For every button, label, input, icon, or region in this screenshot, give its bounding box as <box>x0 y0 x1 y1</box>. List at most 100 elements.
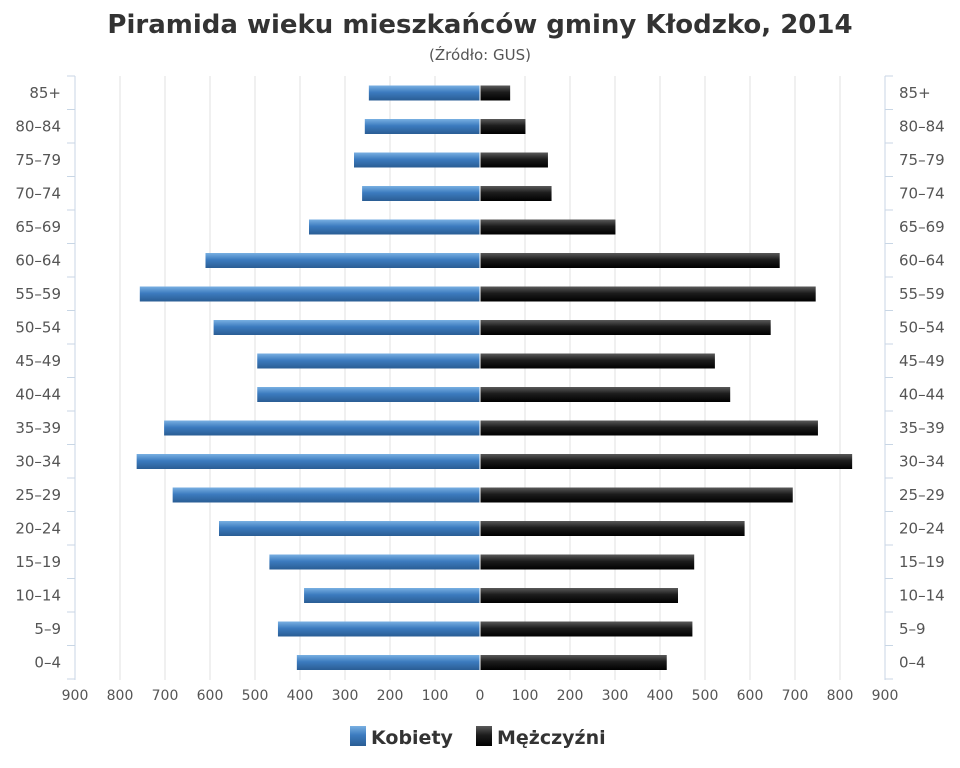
x-tick-label: 900 <box>62 688 89 704</box>
bar-women <box>136 454 480 469</box>
legend-swatch-men <box>476 726 492 746</box>
x-tick-label: 600 <box>737 688 764 704</box>
bar-men <box>480 554 695 570</box>
bar-men <box>480 521 745 536</box>
age-group-label-left: 55–59 <box>15 285 61 303</box>
bar-men <box>480 119 526 134</box>
x-axis-tick-labels: 900 800 700 600 500 400 300 200 100 0 100 200 300 400… <box>62 688 899 704</box>
legend[interactable]: Kobiety Mężczyźni <box>350 726 606 749</box>
bar-women <box>309 219 480 235</box>
age-group-label-left: 45–49 <box>15 352 61 370</box>
bar-men <box>480 621 693 637</box>
bar-women <box>296 655 480 670</box>
x-tick-label: 600 <box>197 688 224 704</box>
bar-men <box>480 387 731 402</box>
age-group-label-right: 25–29 <box>899 486 945 504</box>
bar-men <box>480 588 678 603</box>
bar-men <box>480 253 780 268</box>
age-group-label-left: 70–74 <box>15 185 61 203</box>
bar-men <box>480 152 548 168</box>
age-group-label-right: 5–9 <box>899 620 926 638</box>
age-group-label-left: 25–29 <box>15 486 61 504</box>
bar-women <box>172 487 480 503</box>
age-group-label-left: 15–19 <box>15 553 61 571</box>
x-tick-label: 300 <box>332 688 359 704</box>
bar-men <box>480 286 816 302</box>
age-group-label-right: 45–49 <box>899 352 945 370</box>
age-group-label-left: 20–24 <box>15 520 61 538</box>
bar-women <box>213 320 480 335</box>
bar-men <box>480 219 616 235</box>
age-group-label-right: 75–79 <box>899 151 945 169</box>
bar-women <box>205 253 480 268</box>
x-tick-label: 100 <box>422 688 449 704</box>
age-group-label-right: 0–4 <box>899 654 926 672</box>
bars <box>136 76 853 680</box>
age-group-label-left: 60–64 <box>15 252 61 270</box>
age-group-label-left: 40–44 <box>15 386 61 404</box>
age-group-label-right: 85+ <box>899 84 931 102</box>
age-group-label-right: 40–44 <box>899 386 945 404</box>
age-group-label-left: 85+ <box>29 84 61 102</box>
age-group-label-right: 55–59 <box>899 285 945 303</box>
age-group-label-right: 60–64 <box>899 252 945 270</box>
legend-label-women[interactable]: Kobiety <box>371 727 454 749</box>
x-tick-label: 200 <box>377 688 404 704</box>
bar-women <box>368 85 480 101</box>
bar-women <box>139 286 481 302</box>
bar-women <box>362 186 480 201</box>
x-tick-label: 900 <box>872 688 899 704</box>
age-group-label-right: 80–84 <box>899 118 945 136</box>
axes <box>67 75 893 680</box>
bar-men <box>480 186 552 201</box>
x-tick-label: 100 <box>512 688 539 704</box>
x-tick-label: 200 <box>557 688 584 704</box>
x-tick-label: 300 <box>602 688 629 704</box>
bar-women <box>364 119 480 134</box>
bar-women <box>257 387 480 402</box>
x-tick-label: 800 <box>827 688 854 704</box>
age-group-label-right: 15–19 <box>899 553 945 571</box>
x-tick-label: 800 <box>107 688 134 704</box>
bar-men <box>480 320 771 335</box>
age-group-label-left: 10–14 <box>15 587 61 605</box>
x-tick-label: 500 <box>692 688 719 704</box>
bar-men <box>480 420 818 436</box>
age-group-label-left: 0–4 <box>34 654 61 672</box>
category-labels: 85+ 85+ 80–84 80–84 75–79 75–79 70–74 70–74 65–6… <box>15 84 944 672</box>
chart-subtitle: (Źródło: GUS) <box>429 45 531 64</box>
age-group-label-left: 5–9 <box>34 620 61 638</box>
age-group-label-right: 20–24 <box>899 520 945 538</box>
age-group-label-left: 30–34 <box>15 453 61 471</box>
age-group-label-right: 70–74 <box>899 185 945 203</box>
chart-title: Piramida wieku mieszkańców gminy Kłodzko… <box>107 10 852 40</box>
age-group-label-left: 35–39 <box>15 419 61 437</box>
age-group-label-right: 50–54 <box>899 319 945 337</box>
age-group-label-left: 75–79 <box>15 151 61 169</box>
age-group-label-left: 65–69 <box>15 218 61 236</box>
gridlines <box>74 76 886 680</box>
age-group-label-right: 30–34 <box>899 453 945 471</box>
bar-women <box>277 621 480 637</box>
bar-men <box>480 487 793 503</box>
bar-women <box>304 588 480 603</box>
x-tick-label: 700 <box>782 688 809 704</box>
bar-women <box>219 521 480 536</box>
x-tick-label: 0 <box>476 688 485 704</box>
bar-women <box>269 554 480 570</box>
bar-men <box>480 353 715 369</box>
age-group-label-right: 65–69 <box>899 218 945 236</box>
legend-label-men[interactable]: Mężczyźni <box>497 727 606 749</box>
age-group-label-right: 35–39 <box>899 419 945 437</box>
bar-men <box>480 454 853 469</box>
x-tick-label: 400 <box>287 688 314 704</box>
age-group-label-left: 50–54 <box>15 319 61 337</box>
bar-men <box>480 85 511 101</box>
age-group-label-right: 10–14 <box>899 587 945 605</box>
bar-women <box>354 152 480 168</box>
bar-men <box>480 655 667 670</box>
bar-women <box>164 420 480 436</box>
bar-women <box>257 353 480 369</box>
x-tick-label: 400 <box>647 688 674 704</box>
